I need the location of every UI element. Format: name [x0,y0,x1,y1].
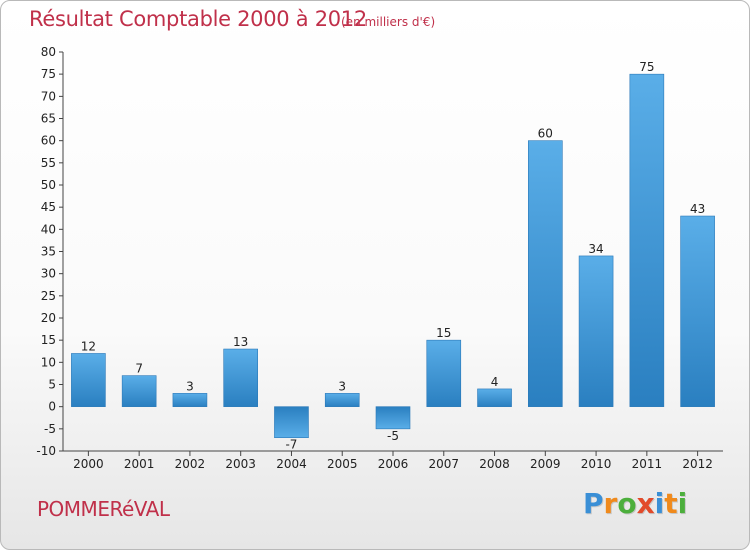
x-tick-label: 2000 [73,457,104,471]
y-tick-label: 20 [41,311,56,325]
proxiti-logo[interactable]: Proxiti [583,487,687,520]
logo-letter: i [654,487,665,520]
data-label: 12 [81,339,96,353]
y-tick-label: 35 [41,245,56,259]
y-tick-label: 0 [48,400,56,414]
x-tick-label: 2008 [479,457,510,471]
y-tick-label: 80 [41,45,56,59]
chart-subtitle: (en milliers d'€) [341,15,436,29]
y-tick-label: 10 [41,355,56,369]
logo-letter: t [664,487,678,520]
y-tick-label: 60 [41,134,56,148]
y-tick-label: 55 [41,156,56,170]
bar [324,393,360,407]
y-tick-label: 25 [41,289,56,303]
data-label: 34 [588,242,603,256]
data-label: 7 [135,362,143,376]
y-tick-label: 15 [41,333,56,347]
bar [274,406,309,438]
x-tick-label: 2004 [276,457,307,471]
x-tick-label: 2011 [632,457,663,471]
y-tick-label: 40 [41,222,56,236]
logo-letter: o [617,487,637,520]
x-tick-label: 2005 [327,457,358,471]
x-tick-label: 2003 [225,457,256,471]
data-label: 60 [538,127,553,141]
x-tick-label: 2007 [428,457,459,471]
bar [629,73,665,407]
commune-name: POMMERéVAL [37,497,170,521]
data-label: 43 [690,202,705,216]
y-tick-label: 70 [41,89,56,103]
bar [426,339,462,407]
data-label: 75 [639,60,654,74]
logo-letter: i [677,487,688,520]
y-tick-label: 65 [41,112,56,126]
y-tick-label: -5 [44,422,56,436]
x-tick-label: 2001 [124,457,155,471]
bar [680,215,715,407]
bar [121,375,157,407]
y-tick-label: 5 [48,378,56,392]
data-label: 3 [338,379,346,393]
data-label: -7 [285,438,297,452]
x-tick-label: 2010 [581,457,612,471]
chart-title: Résultat Comptable 2000 à 2012 [29,7,367,31]
y-tick-label: 45 [41,200,56,214]
bar [528,140,563,407]
data-label: 4 [491,375,499,389]
y-tick-label: 30 [41,267,56,281]
data-label: 13 [233,335,248,349]
bar [477,388,512,407]
data-label: 15 [436,326,451,340]
bar [71,353,106,407]
logo-letter: x [636,487,655,520]
x-tick-label: 2012 [682,457,713,471]
bar [578,255,614,407]
logo-letter: r [603,487,618,520]
x-tick-label: 2009 [530,457,561,471]
data-label: 3 [186,379,194,393]
y-tick-label: 75 [41,67,56,81]
x-tick-label: 2006 [378,457,409,471]
bar [172,393,208,407]
data-label: -5 [387,429,399,443]
logo-letter: P [583,487,604,520]
y-tick-label: -10 [36,444,56,458]
bar [375,406,411,430]
bar [223,348,258,407]
x-tick-label: 2002 [175,457,206,471]
y-tick-label: 50 [41,178,56,192]
